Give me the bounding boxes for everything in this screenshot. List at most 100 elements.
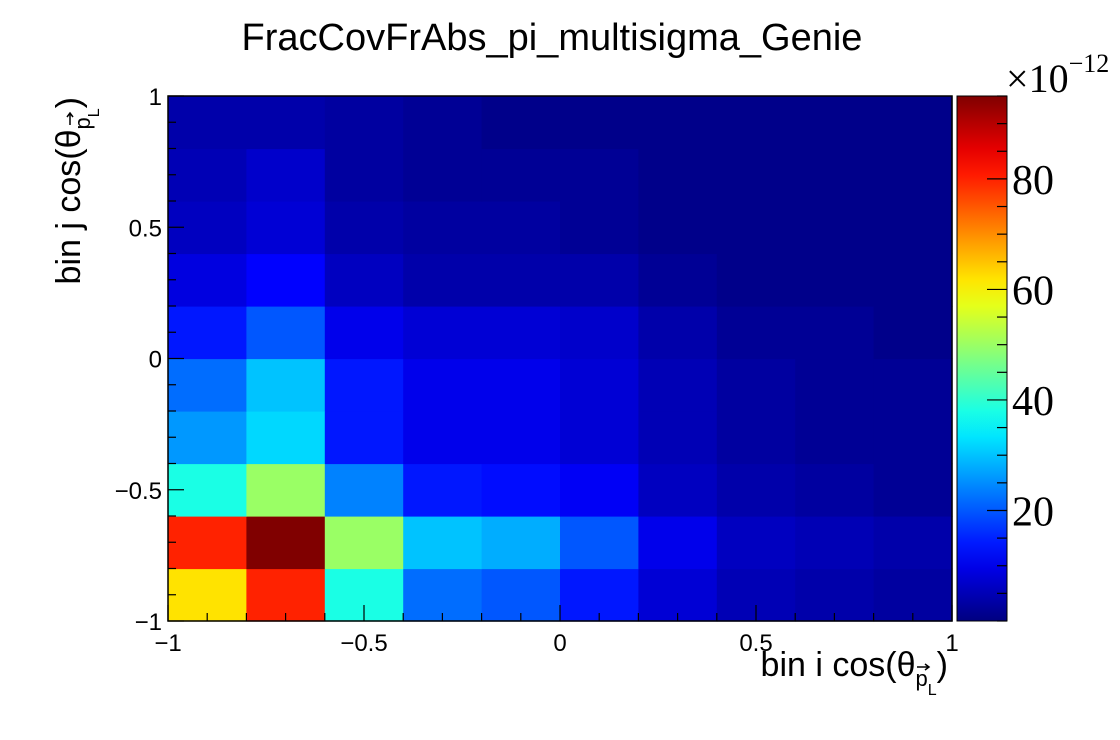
y-axis-label-close: ) (50, 97, 88, 108)
x-tick-label: −0.5 (340, 630, 387, 657)
heatmap-cell (403, 148, 483, 202)
heatmap-cell (168, 253, 247, 307)
heatmap-cell (638, 358, 718, 412)
color-scale-times: × (1006, 56, 1029, 101)
heatmap-cell (716, 411, 796, 465)
heatmap-cell (716, 463, 796, 517)
x-axis-label: bin i cos(θpL) (761, 646, 948, 699)
x-axis-label-vector-arrow (917, 663, 931, 671)
heatmap-cell (795, 516, 875, 570)
heatmap-cell (873, 96, 953, 150)
heatmap-cell (873, 516, 953, 570)
heatmap-cell (403, 516, 483, 570)
y-tick-label: 1 (149, 84, 162, 111)
color-scale-tick-label: 20 (1012, 489, 1054, 535)
heatmap-cell (481, 306, 561, 360)
color-scale-bar (956, 95, 1008, 622)
color-scale-multiplier: ×10−12 (1006, 49, 1109, 101)
heatmap-cell (403, 201, 483, 255)
heatmap-cell (403, 306, 483, 360)
heatmap-cell (638, 516, 718, 570)
heatmap-cell (873, 358, 953, 412)
heatmap-cell (716, 96, 796, 150)
heatmap-cell (795, 358, 875, 412)
heatmap-cell (481, 96, 561, 150)
y-axis-label-sub: p (70, 117, 95, 129)
x-axis-label-sub: p (916, 666, 928, 691)
heatmap-cell (324, 306, 404, 360)
heatmap-cell (638, 148, 718, 202)
heatmap-cell (324, 516, 404, 570)
heatmap-cell (481, 411, 561, 465)
heatmap-cell (246, 568, 326, 622)
heatmap-cell (638, 463, 718, 517)
heatmap-cell (168, 148, 247, 202)
x-tick-label: 1 (945, 630, 958, 657)
x-tick-labels: −1 −0.5 0 0.5 1 (154, 630, 958, 657)
heatmap-cell (873, 253, 953, 307)
heatmap-cell (481, 516, 561, 570)
heatmap-cell (481, 148, 561, 202)
heatmap-cell (324, 411, 404, 465)
heatmap-cell (324, 358, 404, 412)
chart-title: FracCovFrAbs_pi_multisigma_Genie (242, 17, 863, 59)
heatmap-cell (168, 306, 247, 360)
color-scale-tick-label: 80 (1012, 158, 1054, 204)
x-axis-label-main: bin i cos(θ (761, 646, 916, 684)
heatmap-cell (481, 253, 561, 307)
axis-ticks (167, 95, 953, 622)
heatmap-cell (795, 148, 875, 202)
heatmap-cell (638, 411, 718, 465)
heatmap-cell (560, 148, 639, 202)
heatmap-cell (324, 96, 404, 150)
heatmap-cell (246, 96, 326, 150)
heatmap-cell (716, 201, 796, 255)
heatmap-cell (403, 96, 483, 150)
color-scale-exponent: −12 (1069, 49, 1110, 78)
color-scale-ticks: 20 40 60 80 (987, 95, 1054, 622)
heatmap-cell (873, 411, 953, 465)
heatmap-cell (716, 148, 796, 202)
heatmap-cell (560, 358, 639, 412)
y-tick-labels: −1 −0.5 0 0.5 1 (115, 84, 162, 636)
heatmap-cell (716, 516, 796, 570)
y-axis-label-subsub: L (86, 108, 103, 117)
y-axis-label-vector-arrow (66, 111, 74, 125)
x-tick-label: 0.5 (739, 630, 772, 657)
heatmap-cell (873, 201, 953, 255)
heatmap-cell (168, 411, 247, 465)
color-scale-tick-label: 40 (1012, 379, 1054, 425)
x-axis-label-close: ) (937, 646, 948, 684)
heatmap-cell (403, 568, 483, 622)
y-tick-label: 0.5 (129, 215, 162, 242)
x-axis-label-subsub: L (928, 682, 937, 699)
heatmap-cell (795, 306, 875, 360)
heatmap-cell (795, 253, 875, 307)
heatmap-cell (560, 306, 639, 360)
heatmap-cell (481, 358, 561, 412)
heatmap-cell (795, 96, 875, 150)
heatmap-cell (560, 96, 639, 150)
x-tick-label: −1 (154, 630, 181, 657)
y-tick-label: 0 (149, 347, 162, 374)
color-scale-tick-label: 60 (1012, 268, 1054, 314)
heatmap-cell (560, 201, 639, 255)
heatmap-cell (560, 516, 639, 570)
heatmap-cell (246, 148, 326, 202)
heatmap-cell (246, 253, 326, 307)
heatmap-cell (481, 201, 561, 255)
heatmap-cell (716, 253, 796, 307)
heatmap-cell (873, 568, 953, 622)
heatmap-cell (246, 358, 326, 412)
heatmap-cell (638, 568, 718, 622)
heatmap-cell (873, 306, 953, 360)
heatmap-cell (716, 358, 796, 412)
heatmap-cell (481, 463, 561, 517)
heatmap-cell (795, 463, 875, 517)
y-tick-label: −1 (135, 609, 162, 636)
heatmap-cell (795, 411, 875, 465)
heatmap-cell (168, 358, 247, 412)
heatmap-cell (638, 201, 718, 255)
heatmap-cell (716, 306, 796, 360)
